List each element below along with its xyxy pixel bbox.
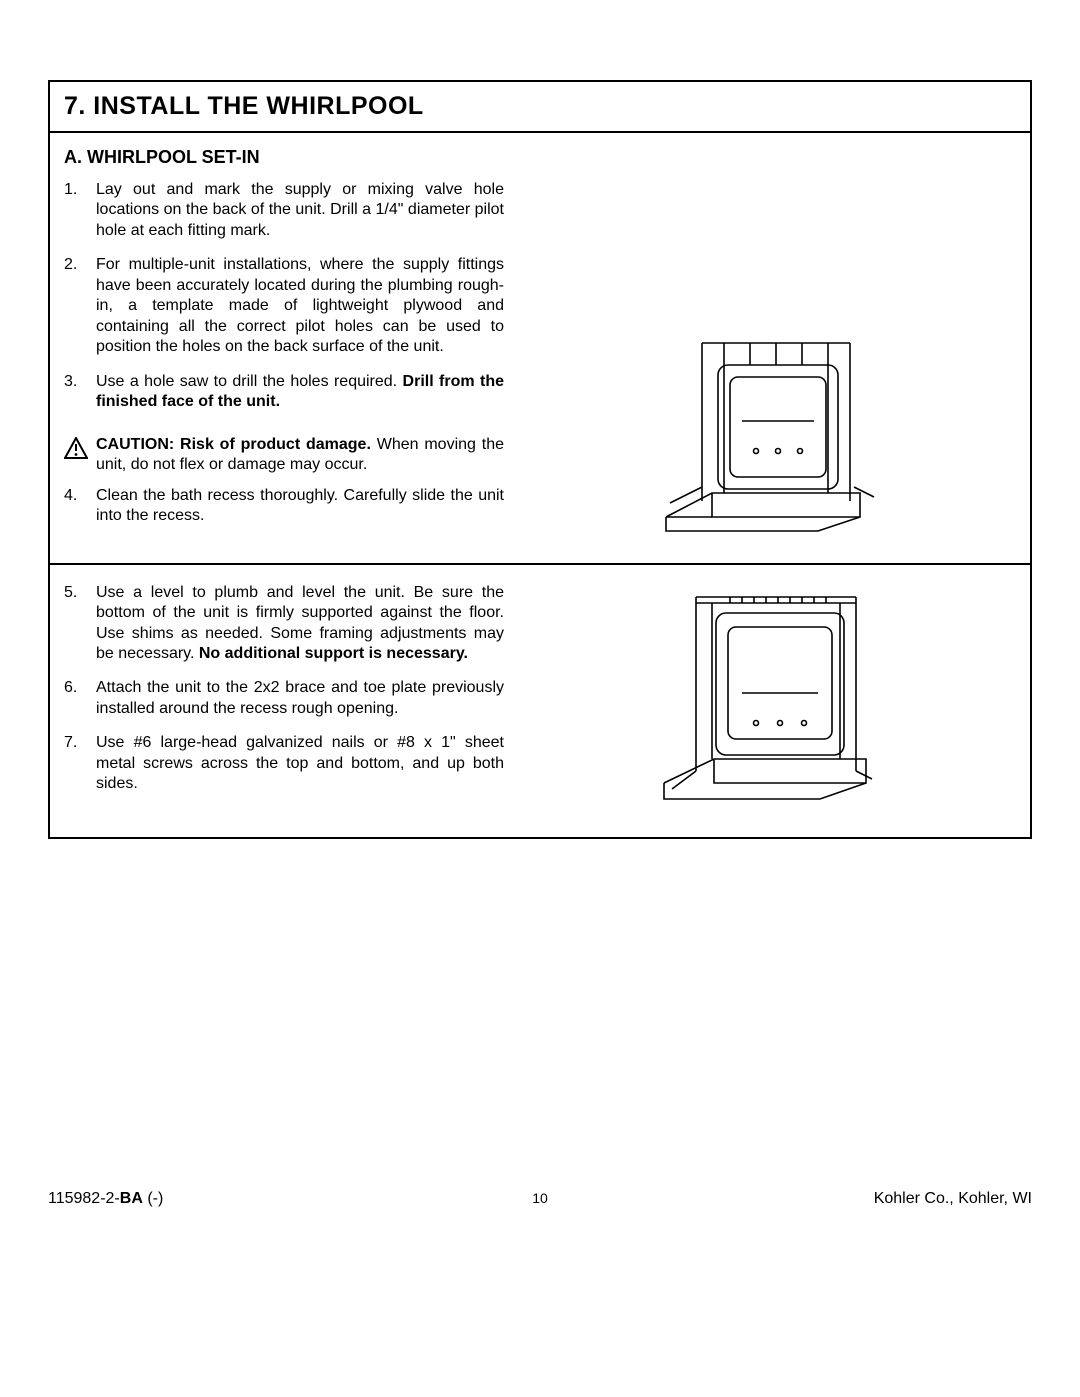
- steps-5-7: 5. Use a level to plumb and level the un…: [64, 583, 504, 795]
- footer-right: Kohler Co., Kohler, WI: [874, 1190, 1032, 1208]
- step-5: 5. Use a level to plumb and level the un…: [64, 583, 504, 665]
- step-4-item: 4. Clean the bath recess thoroughly. Car…: [64, 486, 504, 527]
- caution-icon: [64, 437, 88, 465]
- step-text: For multiple-unit installations, where t…: [96, 255, 504, 357]
- footer-docnum-pre: 115982-2-: [48, 1190, 120, 1207]
- step-text: Attach the unit to the 2x2 brace and toe…: [96, 678, 504, 719]
- step-3: 3. Use a hole saw to drill the holes req…: [64, 372, 504, 413]
- page-footer: 115982-2-BA (-) 10 Kohler Co., Kohler, W…: [48, 1190, 1032, 1208]
- whirlpool-frame-icon: [660, 321, 880, 541]
- step-4: 4. Clean the bath recess thoroughly. Car…: [64, 486, 504, 527]
- step-text-bold: No additional support is necessary.: [199, 645, 468, 662]
- caution-row: CAUTION: Risk of product damage. When mo…: [64, 435, 504, 476]
- step-2: 2. For multiple-unit installations, wher…: [64, 255, 504, 357]
- step-number: 2.: [64, 255, 96, 357]
- step-number: 5.: [64, 583, 96, 665]
- section-title: 7. INSTALL THE WHIRLPOOL: [64, 92, 1016, 121]
- step-number: 1.: [64, 180, 96, 241]
- block-1-figure: [524, 180, 1016, 541]
- steps-1-3: 1. Lay out and mark the supply or mixing…: [64, 180, 504, 413]
- whirlpool-install-frame-icon: [660, 583, 880, 813]
- block-1: 1. Lay out and mark the supply or mixing…: [64, 180, 1016, 541]
- caution-text: CAUTION: Risk of product damage. When mo…: [96, 435, 504, 476]
- step-number: 7.: [64, 733, 96, 794]
- step-text: Clean the bath recess thoroughly. Carefu…: [96, 486, 504, 527]
- step-6: 6. Attach the unit to the 2x2 brace and …: [64, 678, 504, 719]
- block-2-figure: [524, 583, 1016, 813]
- step-text: Use #6 large-head galvanized nails or #8…: [96, 733, 504, 794]
- step-text: Use a hole saw to drill the holes requir…: [96, 372, 504, 413]
- step-text-pre: Use a hole saw to drill the holes requir…: [96, 373, 403, 390]
- footer-docnum-post: (-): [143, 1190, 163, 1207]
- step-text: Use a level to plumb and level the unit.…: [96, 583, 504, 665]
- step-number: 4.: [64, 486, 96, 527]
- title-bar: 7. INSTALL THE WHIRLPOOL: [50, 82, 1030, 133]
- step-7: 7. Use #6 large-head galvanized nails or…: [64, 733, 504, 794]
- body-area: A. WHIRLPOOL SET-IN 1. Lay out and mark …: [50, 133, 1030, 837]
- step-number: 3.: [64, 372, 96, 413]
- block-2: 5. Use a level to plumb and level the un…: [64, 565, 1016, 813]
- footer-docnum-bold: BA: [120, 1190, 143, 1207]
- step-text: Lay out and mark the supply or mixing va…: [96, 180, 504, 241]
- page-frame: 7. INSTALL THE WHIRLPOOL A. WHIRLPOOL SE…: [48, 80, 1032, 839]
- subsection-heading: A. WHIRLPOOL SET-IN: [64, 147, 1016, 168]
- block-1-text: 1. Lay out and mark the supply or mixing…: [64, 180, 504, 541]
- step-1: 1. Lay out and mark the supply or mixing…: [64, 180, 504, 241]
- block-2-text: 5. Use a level to plumb and level the un…: [64, 583, 504, 813]
- caution-bold: CAUTION: Risk of product damage.: [96, 436, 371, 453]
- step-number: 6.: [64, 678, 96, 719]
- footer-left: 115982-2-BA (-): [48, 1190, 163, 1208]
- footer-page-number: 10: [532, 1190, 548, 1206]
